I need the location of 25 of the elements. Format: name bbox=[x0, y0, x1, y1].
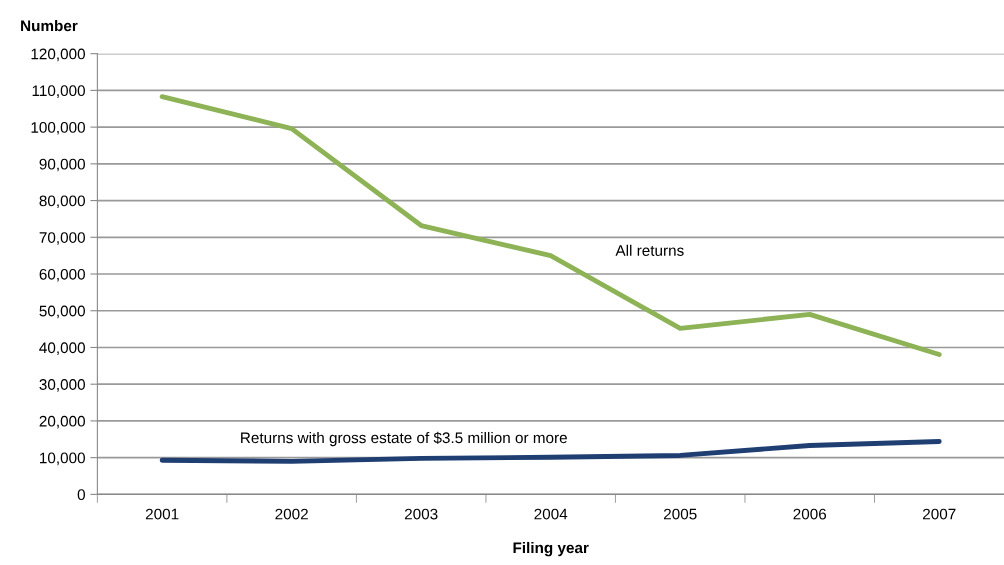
y-tick-label: 70,000 bbox=[39, 232, 85, 245]
y-tick-label: 30,000 bbox=[39, 379, 85, 392]
x-tick-label: 2005 bbox=[663, 508, 697, 520]
y-tick-label: 10,000 bbox=[40, 452, 85, 466]
x-axis-title: Filing year bbox=[513, 541, 589, 557]
x-tick-label: 2006 bbox=[793, 508, 827, 520]
y-tick-label: 100,000 bbox=[31, 121, 85, 135]
line-series bbox=[159, 94, 942, 357]
y-tick-label: 60,000 bbox=[39, 268, 85, 282]
x-tick-label: 2007 bbox=[923, 508, 956, 520]
y-tick-label: 20,000 bbox=[39, 415, 85, 429]
y-tick-label: 120,000 bbox=[31, 48, 85, 62]
y-tick-label: 110,000 bbox=[32, 85, 85, 98]
y-tick-label: 80,000 bbox=[39, 195, 85, 209]
series-label: Returns with gross estate of $3.5 million or more bbox=[241, 431, 567, 447]
x-tick-label: 2002 bbox=[275, 508, 308, 520]
y-tick-label: 0 bbox=[77, 489, 85, 501]
text: All returns bbox=[615, 244, 684, 256]
y-tick-label: 40,000 bbox=[39, 342, 85, 355]
y-tick-label: 90,000 bbox=[39, 158, 85, 172]
y-tick-label: 50,000 bbox=[39, 305, 85, 319]
x-tick-label: 2004 bbox=[534, 508, 568, 520]
y-axis-title: Number bbox=[21, 20, 78, 32]
x-tick-label: 2003 bbox=[404, 508, 438, 520]
x-tick-label: 2001 bbox=[145, 508, 179, 520]
